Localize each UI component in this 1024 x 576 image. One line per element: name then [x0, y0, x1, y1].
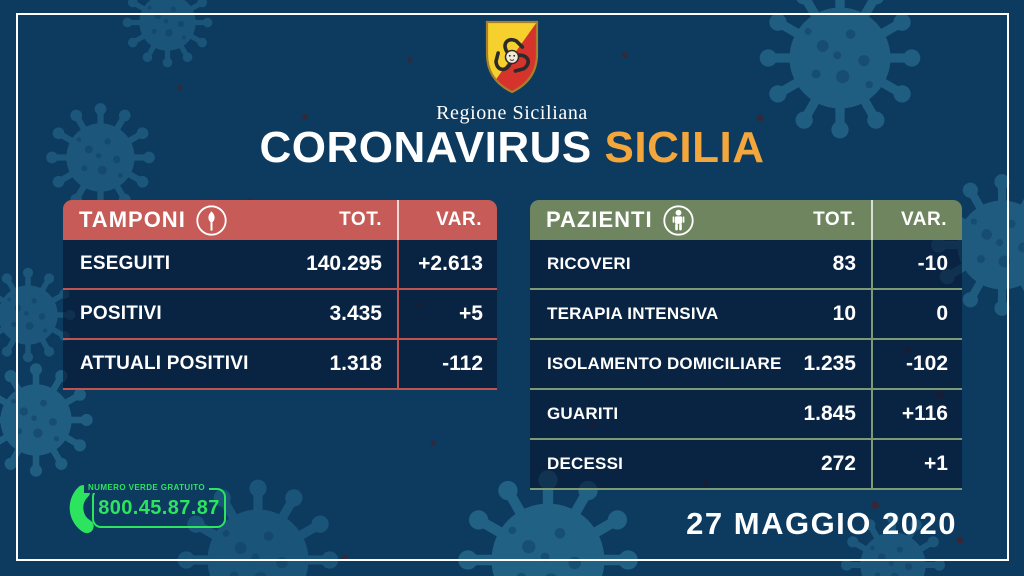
region-name: Regione Siciliana [436, 102, 588, 124]
row-label: ATTUALI POSITIVI [80, 353, 249, 374]
tamponi-table: TAMPONI TOT. VAR. ESEGUITI 140.295 +2.61… [63, 200, 497, 390]
tamponi-table-body: ESEGUITI 140.295 +2.613 POSITIVI 3.435 +… [63, 240, 497, 390]
title-accent: SICILIA [604, 123, 765, 172]
title-white: CORONAVIRUS [259, 123, 592, 172]
row-variation: +1 [871, 440, 962, 488]
pazienti-col-tot: TOT. [813, 209, 856, 230]
row-total: 1.845 [803, 402, 856, 425]
person-icon [662, 204, 694, 236]
hotline-number: 800.45.87.87 [98, 496, 220, 519]
tamponi-title-cell: TAMPONI [63, 204, 228, 237]
row-label: GUARITI [547, 404, 619, 423]
table-row: ISOLAMENTO DOMICILIARE 1.235 -102 [530, 340, 962, 390]
pazienti-title: PAZIENTI [546, 207, 653, 232]
row-total: 272 [820, 452, 856, 475]
table-row: DECESSI 272 +1 [530, 440, 962, 490]
table-row: ATTUALI POSITIVI 1.318 -112 [63, 340, 497, 390]
row-total: 10 [832, 302, 856, 325]
trinacria-crest-icon [485, 20, 539, 94]
hotline-number-box: 800.45.87.87 [92, 488, 226, 528]
row-variation: -10 [871, 240, 962, 288]
page-title: CORONAVIRUS SICILIA [0, 123, 1024, 172]
row-label: TERAPIA INTENSIVA [547, 304, 719, 323]
row-label: RICOVERI [547, 254, 631, 273]
region-logo: Regione Siciliana [0, 20, 1024, 125]
row-total: 83 [832, 252, 856, 275]
table-row: GUARITI 1.845 +116 [530, 390, 962, 440]
row-variation: +2.613 [397, 240, 497, 288]
row-variation: -112 [397, 340, 497, 388]
row-total: 140.295 [306, 252, 382, 275]
row-total: 3.435 [329, 302, 382, 325]
table-row: ESEGUITI 140.295 +2.613 [63, 240, 497, 290]
table-row: RICOVERI 83 -10 [530, 240, 962, 290]
pazienti-table-body: RICOVERI 83 -10 TERAPIA INTENSIVA 10 0 I… [530, 240, 962, 490]
pazienti-table-header: PAZIENTI TOT. VAR. [530, 200, 962, 240]
swab-icon [196, 204, 227, 236]
row-label: ESEGUITI [80, 253, 171, 274]
tamponi-col-var: VAR. [397, 200, 497, 240]
row-variation: -102 [871, 340, 962, 388]
phone-icon [69, 485, 94, 534]
row-total: 1.235 [803, 352, 856, 375]
table-row: TERAPIA INTENSIVA 10 0 [530, 290, 962, 340]
row-label: ISOLAMENTO DOMICILIARE [547, 354, 782, 373]
row-variation: +116 [871, 390, 962, 438]
row-label: POSITIVI [80, 303, 162, 324]
table-row: POSITIVI 3.435 +5 [63, 290, 497, 340]
pazienti-title-cell: PAZIENTI [530, 204, 695, 237]
row-variation: +5 [397, 290, 497, 338]
pazienti-col-var: VAR. [871, 200, 962, 240]
row-label: DECESSI [547, 454, 624, 473]
tamponi-title: TAMPONI [79, 207, 186, 232]
pazienti-table: PAZIENTI TOT. VAR. [530, 200, 962, 490]
row-total: 1.318 [329, 352, 382, 375]
row-variation: 0 [871, 290, 962, 338]
hotline-label: NUMERO VERDE GRATUITO [84, 482, 209, 493]
report-date: 27 MAGGIO 2020 [686, 506, 957, 541]
tamponi-table-header: TAMPONI TOT. VAR. [63, 200, 497, 240]
tamponi-col-tot: TOT. [339, 209, 382, 230]
